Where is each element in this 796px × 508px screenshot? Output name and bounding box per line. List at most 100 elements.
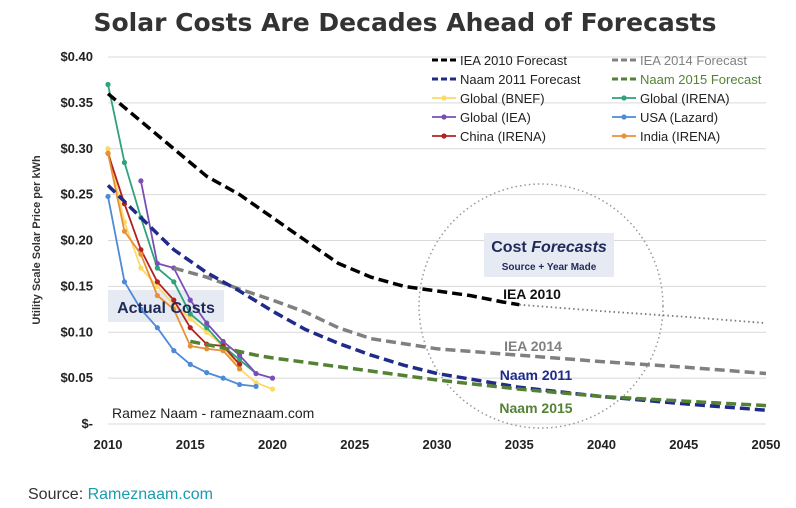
x-tick-label: 2035 — [505, 437, 534, 452]
solar-cost-chart: Solar Costs Are Decades Ahead of Forecas… — [31, 8, 781, 452]
data-point-global-irena — [105, 81, 111, 88]
data-point-global-bnef — [138, 265, 144, 271]
data-point-india-irena — [121, 228, 128, 234]
x-tick-label: 2015 — [176, 437, 205, 452]
legend-item: USA (Lazard) — [612, 110, 718, 125]
y-tick-label: $0.15 — [60, 278, 93, 293]
forecast-circle — [418, 183, 664, 429]
legend-label: Naam 2011 Forecast — [460, 72, 581, 87]
data-point-india-irena — [204, 346, 210, 352]
data-point-global-bnef — [204, 329, 210, 335]
data-point-china-irena — [171, 297, 177, 303]
data-point-global-bnef — [253, 380, 259, 386]
data-point-usa-lazard — [220, 375, 226, 381]
data-point-global-irena — [204, 325, 210, 331]
y-axis-label: Utility Scale Solar Price per kWh — [31, 155, 43, 325]
data-point-india-irena — [237, 366, 243, 372]
data-point-global-iea — [154, 260, 160, 267]
y-tick-label: $0.10 — [60, 324, 93, 339]
data-point-usa-lazard — [138, 306, 144, 312]
legend-label: USA (Lazard) — [640, 110, 718, 125]
x-tick-label: 2045 — [669, 437, 698, 452]
data-point-global-iea — [204, 320, 210, 326]
legend-label: Naam 2015 Forecast — [640, 72, 762, 87]
data-point-usa-lazard — [105, 193, 111, 200]
legend-item: Global (BNEF) — [432, 91, 545, 106]
legend-label: Global (IEA) — [460, 110, 531, 125]
data-point-india-irena — [154, 292, 160, 299]
data-point-global-bnef — [269, 386, 276, 392]
data-point-global-iea — [253, 370, 259, 377]
iea2014-label: IEA 2014 — [504, 338, 562, 354]
data-point-usa-lazard — [171, 348, 177, 354]
data-point-india-irena — [171, 306, 177, 312]
y-tick-label: $0.35 — [60, 95, 93, 110]
legend-marker — [441, 95, 447, 101]
data-point-global-iea — [187, 297, 193, 303]
legend-item: India (IRENA) — [612, 129, 720, 144]
data-point-global-bnef — [154, 283, 160, 289]
x-tick-label: 2025 — [340, 437, 369, 452]
legend-item: Naam 2015 Forecast — [612, 72, 762, 87]
legend-item: Global (IRENA) — [612, 91, 730, 106]
data-point-india-irena — [105, 150, 111, 156]
series-line-naam-2011-forecast — [106, 184, 767, 412]
legend-label: Global (BNEF) — [460, 91, 545, 106]
y-tick-label: $0.25 — [60, 187, 93, 202]
legend-item: Naam 2011 Forecast — [432, 72, 581, 87]
x-tick-label: 2030 — [423, 437, 452, 452]
legend-marker — [441, 114, 447, 120]
legend: IEA 2010 Forecast IEA 2014 Forecast Naam 2… — [432, 53, 762, 144]
legend-item: IEA 2010 Forecast — [432, 53, 567, 68]
source-link[interactable]: Rameznaam.com — [87, 486, 213, 503]
legend-label: IEA 2010 Forecast — [460, 53, 567, 68]
series-line-usa-lazard — [107, 196, 257, 388]
legend-item: Global (IEA) — [432, 110, 531, 125]
cost-forecasts-box — [484, 233, 614, 277]
y-tick-label: $0.40 — [60, 49, 93, 64]
data-point-global-irena — [121, 159, 128, 166]
naam2011-label: Naam 2011 — [500, 367, 573, 383]
data-point-usa-lazard — [154, 325, 160, 331]
data-point-india-irena — [187, 343, 193, 349]
legend-marker — [441, 133, 447, 139]
data-point-global-iea — [138, 178, 144, 184]
series-line-naam-2015-forecast — [189, 339, 767, 408]
x-tick-label: 2040 — [587, 437, 616, 452]
legend-item: IEA 2014 Forecast — [612, 53, 747, 68]
chart-title: Solar Costs Are Decades Ahead of Forecas… — [93, 8, 716, 37]
y-axis-ticks: $- $0.05 $0.10 $0.15 $0.20 $0.25 $0.30 $0.35 $0.… — [60, 49, 93, 431]
legend-item: China (IRENA) — [432, 129, 546, 144]
data-point-china-irena — [154, 279, 160, 285]
credit-label: Ramez Naam - rameznaam.com — [112, 405, 314, 421]
data-point-global-irena — [154, 265, 160, 271]
actual-costs-label: Actual Costs — [117, 300, 215, 317]
x-tick-label: 2010 — [94, 437, 123, 452]
data-point-usa-lazard — [121, 279, 128, 285]
y-tick-label: $0.20 — [60, 233, 93, 248]
data-point-global-iea — [237, 352, 243, 358]
source-year-label: Source + Year Made — [502, 262, 597, 273]
data-point-global-irena — [237, 357, 243, 363]
y-tick-label: $0.05 — [60, 370, 93, 385]
legend-label: China (IRENA) — [460, 129, 546, 144]
legend-marker — [621, 114, 627, 120]
series-line-iea-2014-forecast — [173, 266, 767, 376]
data-point-global-bnef — [105, 146, 111, 152]
data-point-global-bnef — [187, 315, 193, 322]
source-footer: Source: Rameznaam.com — [28, 486, 213, 504]
grid — [108, 56, 766, 425]
data-point-usa-lazard — [204, 370, 210, 376]
data-point-india-irena — [138, 251, 144, 257]
y-tick-label: $- — [81, 416, 93, 431]
data-point-global-irena — [171, 279, 177, 285]
series-group — [105, 81, 767, 412]
x-tick-label: 2050 — [752, 437, 781, 452]
data-point-usa-lazard — [187, 361, 193, 367]
series-line-global-irena — [107, 84, 257, 375]
series-line-global-bnef — [107, 148, 273, 390]
naam2015-label: Naam 2015 — [499, 400, 572, 416]
legend-marker — [621, 95, 627, 101]
legend-label: IEA 2014 Forecast — [640, 53, 747, 68]
data-point-china-irena — [237, 361, 243, 367]
